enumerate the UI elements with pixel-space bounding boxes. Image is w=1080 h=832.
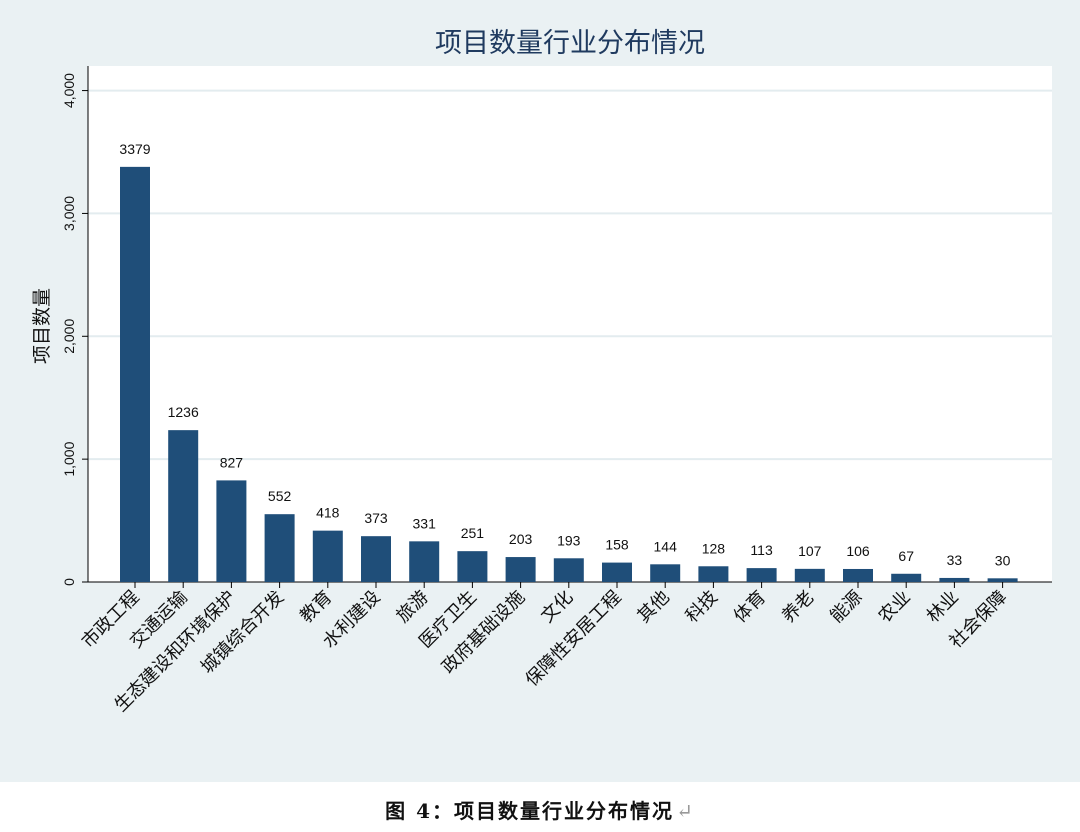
x-category-label: 林业 xyxy=(923,587,963,627)
bar-value-label: 113 xyxy=(750,542,773,558)
chart-title: 项目数量行业分布情况 xyxy=(435,28,705,59)
bar-value-label: 552 xyxy=(268,488,292,504)
gridlines xyxy=(88,89,1052,461)
x-category-label: 体育 xyxy=(730,587,770,627)
bar xyxy=(746,568,777,582)
x-category-label: 其他 xyxy=(633,587,673,627)
x-category-label: 文化 xyxy=(537,587,577,627)
bar-value-label: 418 xyxy=(316,505,340,521)
caption-text: 图 4：项目数量行业分布情况 xyxy=(385,799,675,823)
figure-caption: 图 4：项目数量行业分布情况 ↵ xyxy=(0,795,1080,824)
bar-value-label: 331 xyxy=(413,515,437,531)
x-category-label: 养老 xyxy=(778,587,818,627)
bar xyxy=(216,480,247,582)
bar xyxy=(168,430,199,582)
return-mark-icon: ↵ xyxy=(676,799,695,823)
x-category-label: 农业 xyxy=(874,587,914,627)
bar xyxy=(939,577,970,582)
bar xyxy=(264,514,295,582)
bar-value-label: 193 xyxy=(557,532,581,548)
y-tick-label: 4,000 xyxy=(61,73,77,108)
y-tick-label: 2,000 xyxy=(61,319,77,354)
bar-value-label: 373 xyxy=(364,510,388,526)
bar xyxy=(409,541,440,582)
bar xyxy=(698,566,729,582)
bar-value-label: 128 xyxy=(702,540,726,556)
x-category-label: 能源 xyxy=(826,587,866,627)
axes: 0 1,000 2,000 3,000 4,000 xyxy=(61,66,1052,588)
bar-value-label: 158 xyxy=(605,537,629,553)
bar xyxy=(891,573,922,582)
bar-value-label: 144 xyxy=(654,538,678,554)
y-axis-label: 项目数量 xyxy=(31,288,53,364)
bar xyxy=(602,562,632,582)
bar-value-label: 827 xyxy=(220,454,244,470)
bar-value-label: 3379 xyxy=(119,141,150,157)
bar xyxy=(457,551,488,582)
x-category-label: 科技 xyxy=(682,587,722,627)
bar xyxy=(987,578,1018,582)
chart-figure: 0 1,000 2,000 3,000 4,000 3379 1236 827 552 418 3… xyxy=(0,0,1080,782)
bar-value-label: 33 xyxy=(947,552,963,568)
bar xyxy=(361,536,391,582)
bars xyxy=(120,166,1018,582)
bar xyxy=(505,557,536,582)
bar-value-label: 67 xyxy=(898,548,914,564)
y-tick-label: 3,000 xyxy=(61,196,77,231)
bar-value-label: 251 xyxy=(461,525,485,541)
bar xyxy=(794,568,825,582)
bar xyxy=(312,530,343,582)
y-tick-label: 0 xyxy=(61,578,77,586)
bar xyxy=(120,166,150,582)
bar xyxy=(553,558,584,582)
y-tick-label: 1,000 xyxy=(61,441,77,476)
plot-area xyxy=(88,66,1052,582)
x-category-label: 教育 xyxy=(296,587,336,627)
data-labels: 3379 1236 827 552 418 373 331 251 203 193 158 144 12… xyxy=(119,141,1010,568)
bar-value-label: 107 xyxy=(798,543,822,559)
bar-value-label: 203 xyxy=(509,531,533,547)
bar xyxy=(650,564,681,582)
x-category-label: 旅游 xyxy=(392,587,432,627)
bar-value-label: 30 xyxy=(995,552,1011,568)
bar xyxy=(843,568,873,582)
bar-value-label: 106 xyxy=(846,543,870,559)
bar-value-label: 1236 xyxy=(168,404,199,420)
